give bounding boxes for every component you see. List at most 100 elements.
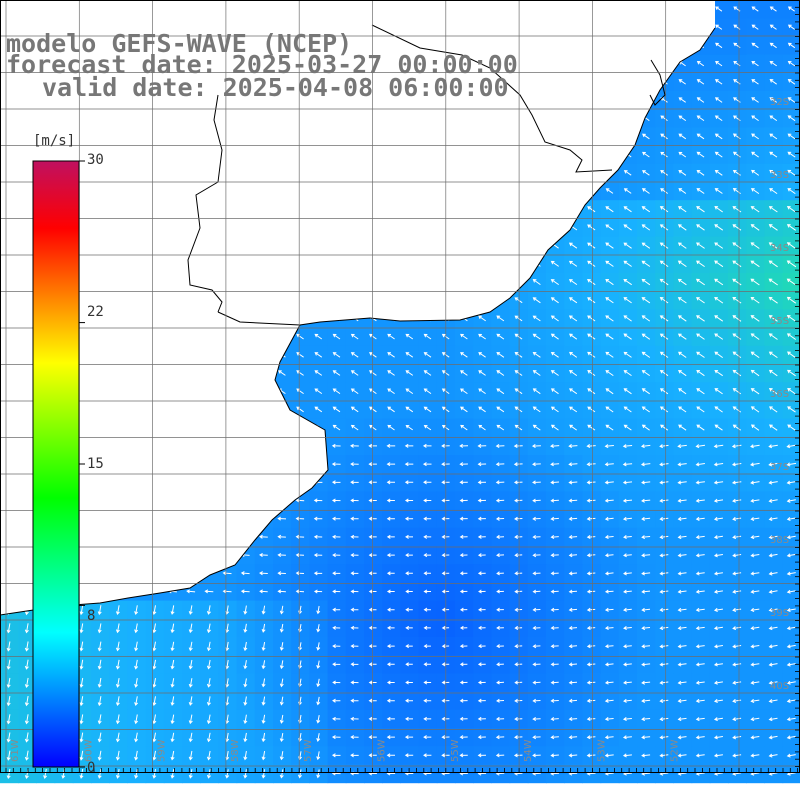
wind-arrow — [279, 714, 284, 724]
wind-arrow — [768, 351, 778, 359]
wind-arrow — [387, 388, 395, 395]
wind-arrow — [279, 769, 284, 779]
wind-arrow — [478, 370, 486, 376]
wind-arrow — [350, 534, 359, 539]
wind-arrow — [369, 424, 377, 431]
wind-arrow — [786, 205, 796, 213]
wind-arrow — [514, 424, 523, 431]
wind-arrow — [387, 333, 395, 340]
wind-arrow — [750, 278, 760, 286]
wind-arrow — [350, 607, 359, 612]
wind-arrow — [514, 680, 523, 685]
wind-arrow — [459, 480, 468, 485]
wind-arrow — [261, 696, 266, 706]
wind-arrow — [532, 406, 541, 413]
wind-arrow — [405, 716, 413, 721]
wind-arrow — [477, 662, 486, 667]
wind-arrow — [750, 388, 760, 395]
colorbar-gradient — [32, 160, 80, 768]
wind-arrow — [786, 296, 797, 304]
wind-arrow — [695, 698, 705, 703]
wind-arrow — [623, 626, 632, 631]
wind-arrow — [641, 480, 651, 485]
wind-arrow — [787, 6, 795, 12]
wind-arrow — [477, 443, 487, 449]
wind-arrow — [750, 296, 760, 304]
wind-arrow — [170, 714, 175, 725]
wind-arrow — [604, 626, 614, 631]
wind-arrow — [350, 406, 359, 413]
wind-arrow — [152, 769, 157, 779]
wind-arrow — [277, 516, 287, 521]
wind-arrow — [478, 607, 486, 612]
wind-arrow — [477, 716, 486, 721]
wind-arrow — [768, 535, 778, 540]
wind-arrow — [459, 698, 468, 703]
wind-arrow — [786, 535, 796, 540]
wind-arrow — [732, 151, 741, 158]
wind-arrow — [568, 242, 578, 249]
wind-arrow — [459, 680, 468, 685]
wind-arrow — [659, 278, 669, 286]
wind-arrow — [24, 641, 29, 652]
wind-arrow — [677, 260, 687, 268]
wind-arrow — [641, 333, 651, 340]
wind-arrow — [423, 424, 432, 431]
wind-arrow — [750, 351, 760, 359]
wind-arrow — [386, 443, 396, 448]
wind-arrow — [640, 444, 651, 449]
wind-arrow — [623, 170, 632, 176]
wind-arrow — [532, 625, 541, 631]
wind-arrow — [659, 626, 669, 631]
wind-arrow — [405, 534, 413, 539]
wind-arrow — [331, 443, 341, 448]
wind-arrow — [332, 698, 341, 703]
wind-arrow — [568, 698, 578, 703]
wind-arrow — [386, 644, 395, 649]
wind-arrow — [659, 444, 669, 449]
wind-arrow — [660, 424, 669, 431]
wind-arrow — [768, 644, 778, 649]
wind-arrow — [79, 659, 84, 670]
grid-labels: 32S 33S 34S 35S 36S 37S 38S 39S 40S 61W 60W 59W 58W 5… — [10, 97, 789, 762]
wind-arrow — [568, 735, 578, 740]
wind-arrow — [623, 278, 632, 286]
wind-arrow — [586, 480, 596, 485]
wind-arrow — [768, 260, 778, 268]
wind-arrow — [332, 388, 341, 395]
wind-arrow — [604, 680, 614, 685]
wind-arrow — [732, 406, 742, 413]
wind-arrow — [331, 735, 341, 740]
wind-arrow — [750, 242, 760, 249]
wind-arrow — [532, 735, 541, 740]
wind-arrow — [769, 133, 778, 140]
wind-arrow — [586, 753, 596, 758]
wind-arrow — [641, 206, 651, 213]
wind-arrow — [206, 714, 211, 725]
wind-arrow — [786, 315, 797, 322]
frame-ticks — [5, 0, 800, 773]
lat-label: 35S — [770, 316, 789, 327]
wind-arrow — [550, 516, 559, 521]
wind-arrow — [623, 297, 632, 304]
wind-arrow — [568, 626, 578, 631]
wind-arrow — [423, 680, 432, 685]
wind-arrow — [587, 315, 596, 322]
wind-arrow — [550, 480, 560, 485]
wind-arrow — [787, 151, 796, 158]
wind-arrow — [732, 315, 742, 322]
wind-arrow — [495, 498, 505, 503]
wind-arrow — [732, 278, 742, 286]
wind-arrow — [134, 641, 139, 652]
wind-arrow — [696, 315, 705, 322]
wind-arrow — [586, 717, 596, 722]
wind-arrow — [313, 534, 323, 539]
wind-arrow — [659, 553, 669, 558]
wind-arrow — [732, 333, 742, 340]
wind-arrow — [350, 462, 359, 467]
wind-arrow — [97, 732, 102, 743]
wind-arrow — [696, 97, 705, 103]
wind-arrow — [188, 732, 193, 743]
wind-arrow — [279, 623, 284, 633]
wind-arrow — [659, 206, 669, 213]
